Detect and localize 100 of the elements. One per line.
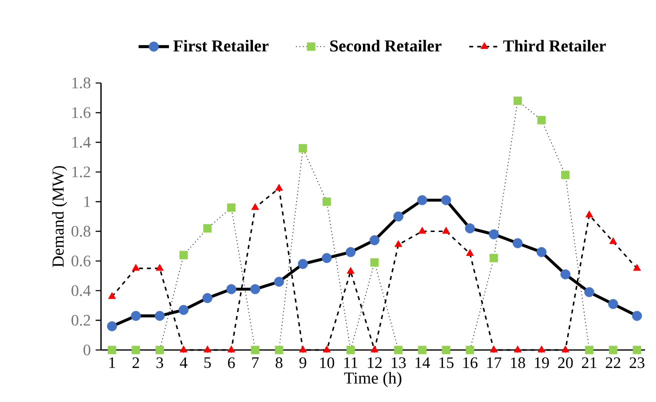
point — [251, 203, 260, 210]
point — [108, 292, 116, 299]
point — [274, 346, 284, 354]
point — [370, 346, 378, 352]
point — [274, 276, 284, 287]
y-tick-label: 1.2 — [72, 166, 90, 178]
point — [203, 224, 212, 233]
point — [370, 235, 380, 246]
point — [370, 258, 379, 267]
point — [585, 210, 594, 218]
x-tick-label: 14 — [416, 357, 430, 368]
point — [299, 346, 307, 352]
legend-label: Third Retailer — [503, 40, 606, 52]
point — [608, 299, 618, 309]
x-tick-label: 7 — [252, 357, 259, 368]
point — [490, 346, 498, 352]
x-tick-label: 13 — [392, 357, 406, 368]
point — [298, 144, 308, 152]
point — [227, 346, 236, 352]
point — [156, 346, 164, 354]
point — [418, 226, 426, 234]
point — [609, 237, 618, 244]
x-tick-label: 19 — [534, 357, 549, 368]
y-tick-label: 0.6 — [72, 256, 90, 266]
y-tick-label: 1 — [84, 196, 90, 207]
point — [560, 269, 570, 280]
x-tick-label: 2 — [132, 357, 139, 368]
x-axis-title: Time (h) — [344, 372, 402, 388]
x-tick-label: 17 — [487, 357, 502, 368]
point — [632, 346, 642, 354]
point — [180, 346, 188, 352]
point — [107, 321, 118, 332]
legend-label: Second Retailer — [330, 40, 442, 52]
point — [202, 293, 212, 304]
y-tick-label: 1.4 — [72, 136, 91, 148]
point — [394, 240, 402, 248]
point — [250, 284, 260, 294]
point — [154, 310, 165, 321]
point — [178, 304, 189, 315]
point — [322, 197, 331, 206]
point — [442, 226, 450, 234]
point — [322, 346, 331, 352]
point — [346, 346, 355, 354]
point — [250, 346, 260, 354]
point — [585, 346, 594, 354]
point — [226, 284, 236, 294]
x-tick-label: 8 — [276, 357, 282, 368]
point — [108, 346, 116, 354]
point — [156, 264, 164, 271]
point — [441, 195, 452, 206]
point — [488, 229, 499, 240]
point — [561, 170, 570, 180]
y-tick-label: 1.6 — [72, 107, 90, 118]
point — [490, 254, 498, 262]
point — [538, 346, 546, 352]
point — [536, 247, 547, 258]
point — [393, 211, 404, 222]
point — [562, 346, 570, 352]
y-tick-label: 0.8 — [72, 226, 90, 237]
x-tick-label: 22 — [606, 357, 620, 368]
legend-label: First Retailer — [173, 40, 269, 52]
point — [275, 184, 283, 191]
point — [466, 346, 474, 354]
point — [130, 310, 141, 321]
point — [608, 346, 618, 354]
point — [204, 346, 212, 352]
point — [179, 250, 188, 260]
point — [513, 96, 522, 105]
x-tick-label: 15 — [439, 357, 454, 368]
point — [132, 264, 140, 271]
point — [537, 116, 546, 124]
point — [464, 223, 475, 234]
point — [442, 346, 450, 354]
y-tick-label: 0.4 — [72, 285, 91, 296]
point — [346, 247, 356, 258]
point — [466, 249, 474, 256]
y-axis-title: Demand (MW) — [52, 166, 68, 268]
point — [633, 264, 641, 271]
x-tick-label: 21 — [582, 357, 596, 368]
point — [132, 346, 140, 354]
point — [227, 203, 236, 212]
x-tick-label: 11 — [344, 357, 358, 368]
y-tick-label: 0 — [84, 344, 90, 356]
x-tick-label: 18 — [511, 357, 526, 368]
point — [394, 346, 403, 354]
x-tick-label: 1 — [109, 357, 116, 368]
point — [514, 346, 522, 352]
x-tick-label: 3 — [156, 357, 164, 368]
x-tick-label: 20 — [558, 357, 573, 368]
point — [346, 266, 355, 274]
point — [512, 238, 523, 248]
x-tick-label: 9 — [299, 357, 306, 368]
x-tick-label: 4 — [180, 357, 188, 368]
y-tick-label: 1.8 — [72, 78, 90, 88]
x-tick-label: 5 — [204, 357, 211, 368]
x-tick-label: 6 — [228, 357, 235, 368]
point — [584, 287, 594, 298]
x-tick-label: 12 — [368, 357, 382, 368]
y-tick-label: 0.2 — [72, 314, 90, 326]
point — [418, 346, 426, 354]
